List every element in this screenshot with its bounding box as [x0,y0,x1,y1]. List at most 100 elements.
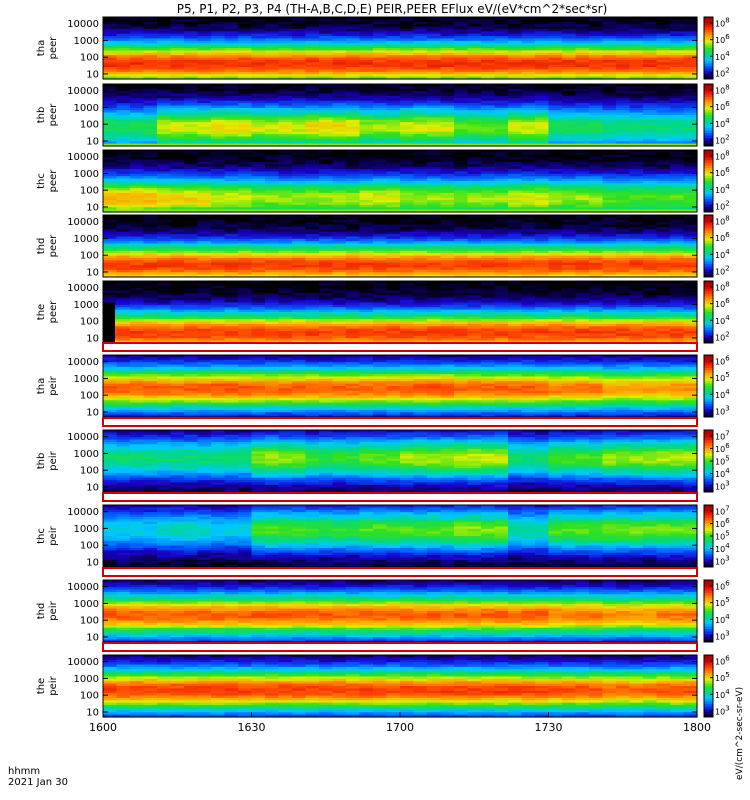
heatmap-cell [197,250,212,254]
heatmap-cell [359,43,374,47]
heatmap-cell [413,136,428,140]
heatmap-cell [103,84,118,87]
heatmap-cell [683,119,698,123]
heatmap-cell [494,74,509,78]
heatmap-cell [332,126,347,130]
heatmap-cell [157,17,172,20]
heatmap-cell [238,86,253,90]
heatmap-cell [292,98,307,102]
heatmap-cell [683,161,698,165]
heatmap-cell [656,69,671,73]
heatmap-cell [683,50,698,54]
heatmap-cell [157,112,172,116]
heatmap-cell [467,171,482,175]
heatmap-cell [373,28,388,32]
heatmap-cell [170,86,185,90]
heatmap-cell [157,224,172,228]
heatmap-cell [467,159,482,163]
heatmap-cell [157,59,172,63]
heatmap-cell [440,86,455,90]
heatmap-cell [589,183,604,187]
heatmap-cell [656,200,671,204]
heatmap-cell [238,173,253,177]
heatmap-cell [521,76,536,80]
heatmap-cell [629,95,644,99]
heatmap-cell [535,100,550,104]
heatmap-cell [413,69,428,73]
colorbar-segment [704,127,713,131]
heatmap-cell [629,115,644,118]
heatmap-cell [116,192,131,196]
heatmap-cell [238,107,253,111]
heatmap-cell [170,161,185,165]
heatmap-cell [589,28,604,32]
heatmap-cell [400,131,415,135]
heatmap-cell [143,74,158,78]
heatmap-cell [616,138,631,142]
heatmap-cell [643,91,658,95]
heatmap-cell [602,112,617,116]
heatmap-cell [454,55,469,59]
heatmap-cell [656,122,671,126]
heatmap-cell [575,21,590,25]
heatmap-cell [670,115,685,118]
heatmap-cell [143,134,158,138]
heatmap-cell [197,107,212,111]
heatmap-cell [683,105,698,109]
heatmap-cell [467,36,482,40]
heatmap-cell [643,176,658,180]
heatmap-cell [656,181,671,184]
heatmap-cell [575,181,590,184]
heatmap-cell [508,110,523,114]
heatmap-cell [589,100,604,104]
colorbar-frame [703,16,714,80]
heatmap-cell [251,207,266,211]
heatmap-cell [413,117,428,121]
heatmap-cell [400,150,415,153]
heatmap-cell [440,31,455,35]
heatmap-cell [656,93,671,97]
heatmap-cell [157,274,172,278]
heatmap-cell [211,204,226,208]
heatmap-cell [143,200,158,204]
heatmap-cell [184,246,199,249]
heatmap-cell [454,195,469,199]
heatmap-cell [427,88,442,92]
heatmap-cell [332,43,347,47]
heatmap-cell [548,31,563,35]
heatmap-cell [319,45,334,49]
heatmap-cell [589,115,604,118]
heatmap-cell [332,207,347,211]
heatmap-cell [656,115,671,118]
heatmap-cell [548,157,563,161]
heatmap-cell [386,84,401,87]
heatmap-cell [211,236,226,240]
heatmap-cell [319,71,334,75]
heatmap-cell [157,255,172,259]
heatmap-cell [292,21,307,25]
heatmap-cell [184,269,199,273]
heatmap-cell [535,71,550,75]
heatmap-cell [265,129,280,133]
heatmap-cell [521,178,536,182]
heatmap-cell [170,229,185,233]
heatmap-cell [197,91,212,95]
heatmap-cell [265,33,280,37]
heatmap-cell [346,71,361,75]
heatmap-cell [548,134,563,138]
heatmap-cell [427,17,442,20]
heatmap-cell [386,98,401,102]
heatmap-cell [332,183,347,187]
heatmap-cell [562,93,577,97]
heatmap-cell [251,138,266,142]
heatmap-cell [211,62,226,66]
heatmap-cell [238,246,253,249]
heatmap-cell [670,152,685,156]
heatmap-cell [386,17,401,20]
heatmap-cell [616,19,631,23]
heatmap-cell [616,157,631,161]
heatmap-cell [575,26,590,30]
heatmap-cell [521,150,536,153]
heatmap-cell [346,161,361,165]
